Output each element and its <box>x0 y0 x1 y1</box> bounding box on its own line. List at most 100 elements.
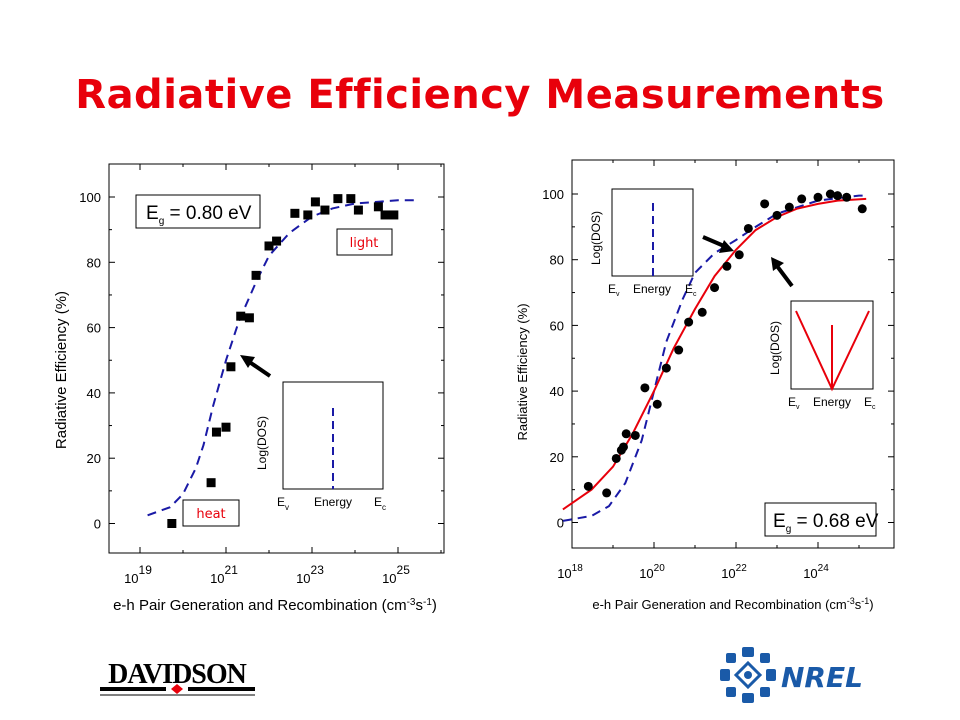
left-arrow-icon <box>240 355 272 378</box>
x-tick-label: 1021 <box>210 563 238 586</box>
right-inset1-xlabel: Energy <box>633 282 671 296</box>
y-tick-label: 60 <box>87 321 101 336</box>
right-chart: 0 20 40 60 80 100 1018 1020 1022 1024 Radiative … <box>515 159 895 612</box>
y-tick-label: 80 <box>550 253 564 268</box>
left-inset-ylabel: Log(DOS) <box>255 416 269 470</box>
data-point <box>346 194 356 204</box>
svg-text:NREL: NREL <box>781 661 863 694</box>
left-inset-ec: Ec <box>374 495 386 512</box>
dashed-model-line <box>147 199 419 517</box>
right-inset1-ev: Ev <box>608 282 620 298</box>
data-point <box>264 241 274 251</box>
data-point <box>722 261 732 271</box>
right-dashed-series <box>562 194 867 522</box>
data-point <box>389 210 399 220</box>
data-point <box>211 427 221 437</box>
heat-badge: heat <box>196 507 225 522</box>
right-y-axis: 0 20 40 60 80 100 <box>542 187 894 531</box>
left-y-axis-label: Radiative Efficiency (%) <box>53 291 70 449</box>
right-arrow-lower-icon <box>771 257 794 288</box>
data-point <box>697 307 707 317</box>
right-inset2-ylabel: Log(DOS) <box>768 321 782 375</box>
right-plot-frame <box>571 159 895 549</box>
right-x-axis: 1018 1020 1022 1024 <box>557 160 860 581</box>
left-inset-ev: Ev <box>277 495 289 512</box>
left-eg-box <box>135 194 261 229</box>
nrel-logo: NREL <box>720 647 863 703</box>
data-point <box>583 481 593 491</box>
data-point <box>661 363 671 373</box>
y-tick-label: 60 <box>550 318 564 333</box>
data-point <box>652 399 662 409</box>
x-tick-label: 1020 <box>639 563 665 581</box>
right-inset1-ec: Ec <box>685 282 697 298</box>
data-point <box>206 478 216 488</box>
data-point <box>310 197 320 207</box>
data-point <box>380 210 390 220</box>
data-point <box>290 208 300 218</box>
left-chart: 0 20 40 60 80 100 1019 1021 1023 1025 Radiative … <box>53 163 445 614</box>
right-dos-inset-continuum: Log(DOS) Energy Ev Ec <box>768 300 876 411</box>
data-point <box>630 430 640 440</box>
data-point <box>244 313 254 323</box>
right-inset2-ev: Ev <box>788 395 800 411</box>
data-point <box>813 192 823 202</box>
right-eg-box <box>764 502 877 537</box>
data-point <box>226 362 236 372</box>
x-tick-label: 1019 <box>124 563 152 586</box>
y-tick-label: 20 <box>87 451 101 466</box>
y-tick-label: 100 <box>79 190 101 205</box>
data-point <box>373 202 383 212</box>
data-point <box>674 345 684 355</box>
right-inset2-xlabel: Energy <box>813 395 851 409</box>
data-point <box>333 194 343 204</box>
x-tick-label: 1024 <box>803 563 829 581</box>
x-tick-label: 1018 <box>557 563 583 581</box>
data-point <box>833 191 843 201</box>
data-point <box>772 210 782 220</box>
data-point <box>797 194 807 204</box>
data-point <box>760 199 770 209</box>
right-scatter-series <box>583 189 867 498</box>
data-point <box>743 223 753 233</box>
right-inset2-ec: Ec <box>864 395 876 411</box>
data-point <box>303 210 313 220</box>
right-x-axis-label: e-h Pair Generation and Recombination (c… <box>592 596 873 612</box>
left-dashed-series <box>147 199 419 517</box>
data-point <box>621 429 631 439</box>
y-tick-label: 0 <box>557 516 564 531</box>
data-point <box>734 250 744 260</box>
data-point <box>640 383 650 393</box>
right-inset1-ylabel: Log(DOS) <box>589 211 603 265</box>
data-point <box>611 453 621 463</box>
data-point <box>857 204 867 214</box>
data-point <box>784 202 794 212</box>
y-tick-label: 40 <box>550 384 564 399</box>
data-point <box>353 205 363 215</box>
page-title: Radiative Efficiency Measurements <box>75 72 885 118</box>
y-tick-label: 100 <box>542 187 564 202</box>
light-badge-box <box>336 228 393 256</box>
heat-badge-box <box>182 499 240 527</box>
data-point <box>842 192 852 202</box>
data-point <box>602 488 612 498</box>
data-point <box>320 205 330 215</box>
y-tick-label: 20 <box>550 450 564 465</box>
data-point <box>167 519 177 528</box>
left-dos-inset: Log(DOS) Energy Ev Ec <box>255 381 386 512</box>
data-point <box>618 442 628 452</box>
data-point <box>272 236 282 246</box>
x-tick-label: 1022 <box>721 563 747 581</box>
y-tick-label: 0 <box>94 517 101 532</box>
right-dos-inset-delta: Log(DOS) Energy Ev Ec <box>589 188 697 298</box>
left-plot-frame <box>108 163 445 554</box>
x-tick-label: 1023 <box>296 563 324 586</box>
right-y-axis-label: Radiative Efficiency (%) <box>515 303 530 440</box>
right-eg-label: Eg = 0.68 eV <box>773 511 879 535</box>
data-point <box>236 311 246 321</box>
davidson-logo: DAVIDSON <box>100 659 255 696</box>
right-arrow-upper-icon <box>702 235 734 253</box>
dashed-model-line <box>562 194 867 522</box>
data-point <box>684 317 694 327</box>
light-badge: light <box>350 236 379 251</box>
